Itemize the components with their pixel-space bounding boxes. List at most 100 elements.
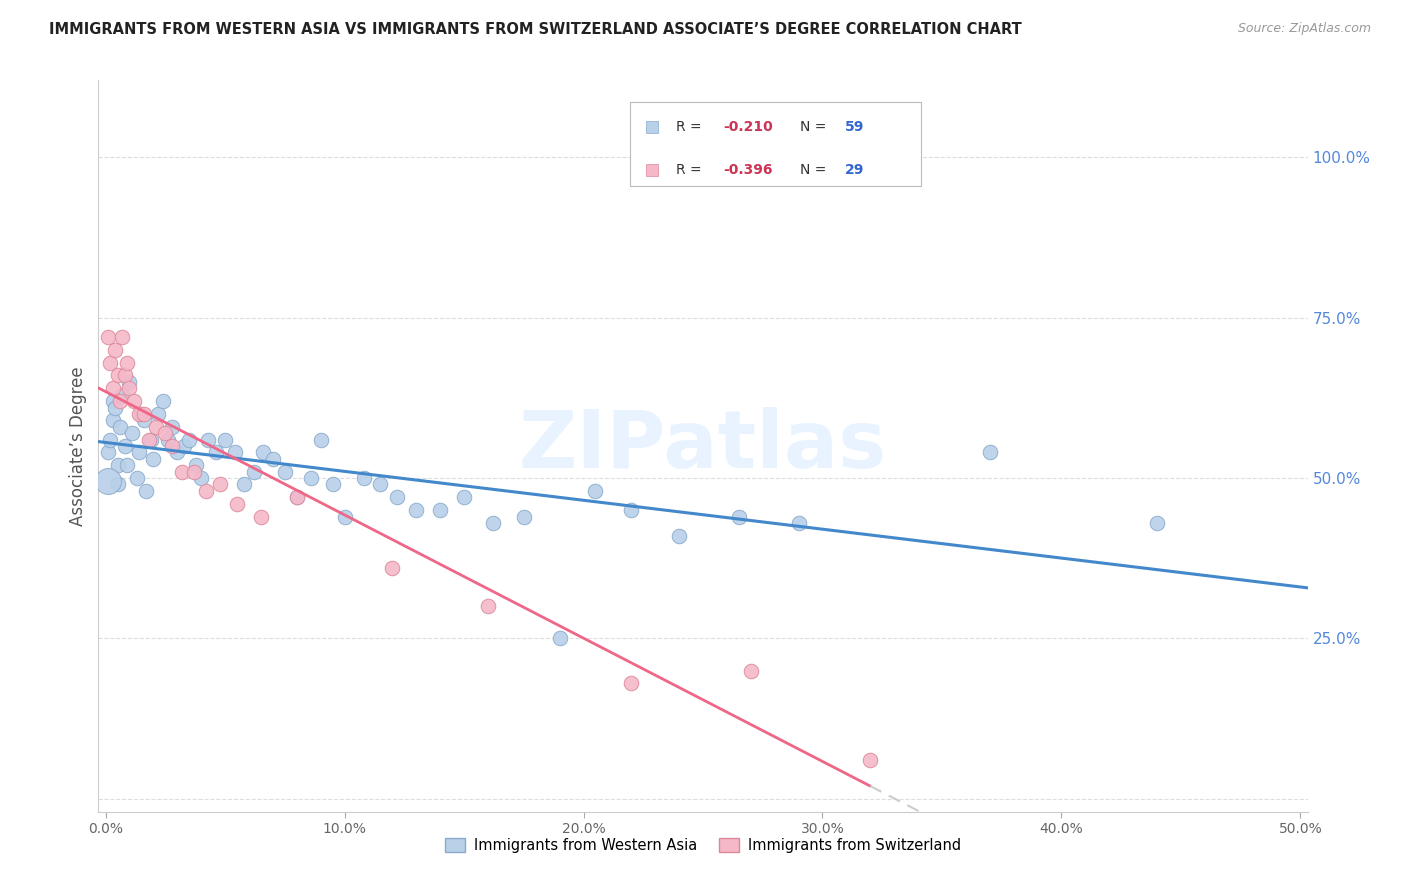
Point (299, 471, 322, 485)
Point (101, 381, 124, 395)
Point (385, 491, 408, 505)
Point (156, 433, 179, 447)
Point (122, 394, 145, 409)
Point (107, 368, 129, 383)
Point (285, 491, 308, 505)
Point (197, 433, 219, 447)
Text: R =: R = (676, 120, 706, 135)
Text: 59: 59 (845, 120, 863, 135)
Point (353, 471, 375, 485)
Point (429, 503, 451, 517)
Point (107, 458, 129, 473)
Point (138, 433, 160, 447)
Point (381, 561, 404, 575)
Point (108, 394, 131, 409)
Point (585, 483, 607, 498)
Text: N =: N = (800, 162, 831, 177)
Point (979, 445, 1001, 459)
Point (787, 516, 810, 530)
Point (620, 676, 643, 690)
Point (101, 413, 124, 427)
Point (114, 439, 136, 453)
Point (121, 426, 143, 441)
Point (111, 330, 134, 344)
Point (668, 529, 690, 543)
Point (139, 433, 162, 447)
Point (145, 419, 167, 434)
Text: R =: R = (676, 162, 706, 177)
Point (620, 503, 643, 517)
Point (274, 465, 297, 479)
Y-axis label: Associate’s Degree: Associate’s Degree (69, 367, 87, 525)
Point (118, 381, 141, 395)
Point (1146, 516, 1168, 530)
Point (98, 355, 121, 369)
Point (166, 445, 188, 459)
Point (179, 433, 201, 447)
Point (194, 483, 217, 498)
Point (226, 497, 249, 511)
Text: N =: N = (800, 120, 831, 135)
Text: 29: 29 (845, 162, 863, 177)
Point (146, 407, 169, 421)
Point (333, 509, 356, 524)
Point (405, 503, 427, 517)
Point (727, 509, 749, 524)
Point (115, 355, 138, 369)
Point (183, 465, 205, 479)
Point (186, 458, 208, 473)
Point (309, 433, 332, 447)
Point (152, 394, 174, 409)
Point (370, 477, 392, 491)
Text: Source: ZipAtlas.com: Source: ZipAtlas.com (1237, 22, 1371, 36)
Point (453, 491, 475, 505)
Legend: Immigrants from Western Asia, Immigrants from Switzerland: Immigrants from Western Asia, Immigrants… (439, 832, 967, 859)
Point (131, 407, 153, 421)
Point (477, 599, 499, 614)
Point (285, 491, 308, 505)
Point (214, 433, 236, 447)
Text: -0.210: -0.210 (724, 120, 773, 135)
Point (162, 439, 184, 453)
FancyBboxPatch shape (630, 103, 921, 186)
Point (104, 401, 127, 415)
Point (97, 445, 120, 459)
Point (142, 451, 165, 466)
Point (204, 445, 226, 459)
Text: ZIPatlas: ZIPatlas (519, 407, 887, 485)
Point (322, 477, 344, 491)
Text: IMMIGRANTS FROM WESTERN ASIA VS IMMIGRANTS FROM SWITZERLAND ASSOCIATE’S DEGREE C: IMMIGRANTS FROM WESTERN ASIA VS IMMIGRAN… (49, 22, 1022, 37)
Point (97, 330, 120, 344)
Text: -0.396: -0.396 (724, 162, 773, 177)
Point (1189, 228, 1212, 243)
Point (190, 471, 212, 485)
Point (108, 419, 131, 434)
Point (128, 445, 150, 459)
Point (859, 753, 882, 767)
Point (101, 394, 124, 409)
Point (513, 509, 536, 524)
Point (162, 419, 184, 434)
Point (209, 477, 232, 491)
Point (548, 632, 571, 646)
Point (132, 407, 155, 421)
Point (1189, 192, 1212, 206)
Point (111, 387, 134, 401)
Point (252, 445, 274, 459)
Point (115, 458, 138, 473)
Point (132, 413, 155, 427)
Point (98, 433, 121, 447)
Point (224, 445, 246, 459)
Point (233, 477, 256, 491)
Point (118, 375, 141, 389)
Point (170, 465, 193, 479)
Point (262, 451, 284, 466)
Point (128, 407, 150, 421)
Point (242, 465, 264, 479)
Point (114, 368, 136, 383)
Point (135, 483, 157, 498)
Point (104, 343, 127, 357)
Point (155, 426, 177, 441)
Point (740, 664, 762, 678)
Point (125, 471, 148, 485)
